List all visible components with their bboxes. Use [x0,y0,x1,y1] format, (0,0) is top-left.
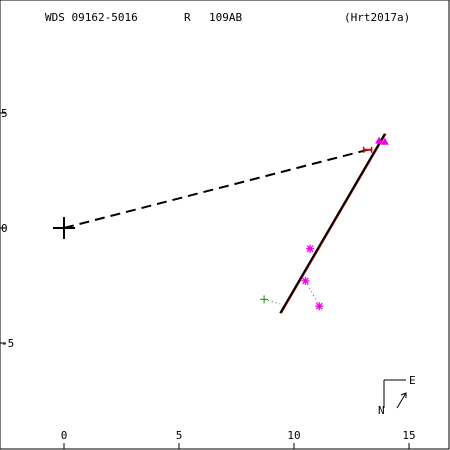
pair-id: 109AB [209,11,242,24]
orbit-line [279,133,386,314]
motion-arrow [396,392,407,409]
x-tick-label-0: 0 [61,429,68,442]
residual-link-1 [263,298,281,305]
observation-asterisk-3 [301,276,310,285]
observation-plus-0 [260,295,269,304]
x-tick-label-10: 10 [287,429,300,442]
observation-asterisk-4 [315,302,324,311]
asterisk-stroke-3 [306,245,314,253]
compass-east-label: E [409,374,416,387]
y-tick-label-5: 5 [1,107,8,120]
wds-id: WDS 09162-5016 [45,11,138,24]
reference: (Hrt2017a) [344,11,410,24]
asterisk-stroke-3 [302,277,309,285]
observation-triangle-1 [380,137,389,145]
axis-ticks: 0 5 10 15 5 0 -5 [0,107,416,449]
data-marks [53,133,389,314]
residual-link-0 [305,280,320,307]
y-tick-label--5: -5 [1,337,14,350]
compass: E N [378,374,416,417]
dashed-connector [63,148,368,229]
motion-arrowhead [400,392,407,398]
x-tick-label-5: 5 [176,429,183,442]
asterisk-stroke-3 [315,302,323,310]
compass-north-label: N [378,404,385,417]
note-code: R [184,11,191,24]
x-tick-label-15: 15 [402,429,415,442]
observation-asterisk-2 [306,244,315,253]
observation-triangle-0 [375,136,384,144]
y-tick-label-0: 0 [1,222,8,235]
